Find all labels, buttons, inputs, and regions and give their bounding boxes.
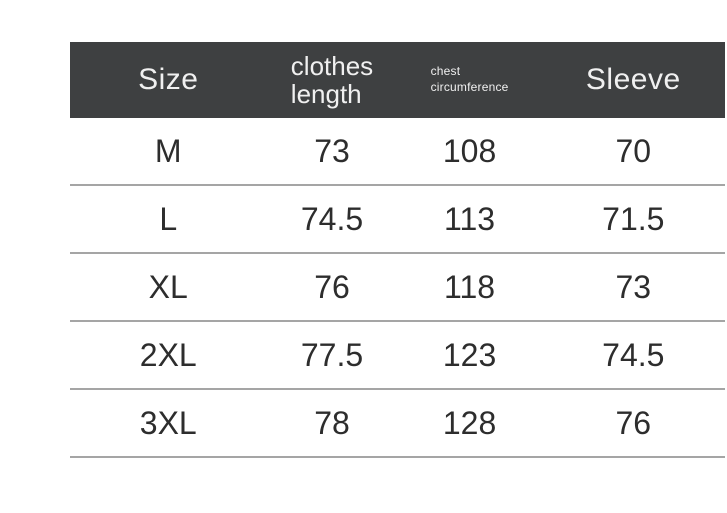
- cell-clothes-length: 77.5: [300, 336, 364, 373]
- table-row-2xl: 2XL 77.5 123 74.5: [70, 322, 725, 390]
- header-clothes-length-line2: length: [290, 79, 362, 109]
- table-row-m: M 73 108 70: [70, 118, 725, 186]
- cell-clothes-length: 74.5: [300, 200, 364, 237]
- row-label: 2XL: [139, 336, 197, 373]
- cell-clothes-length: 78: [314, 404, 350, 441]
- row-label: XL: [148, 268, 188, 305]
- header-clothes-length: clothes length: [291, 52, 373, 108]
- row-label: M: [154, 132, 182, 169]
- header-chest-circumference: chest circumference: [431, 64, 509, 95]
- header-size: Size: [138, 63, 199, 96]
- cell-clothes-length: 76: [314, 268, 350, 305]
- cell-chest-circumference: 118: [444, 268, 496, 305]
- header-chest-circumference-line1: chest: [430, 64, 461, 79]
- size-chart-table: Size clothes length chest circumference …: [70, 42, 725, 458]
- header-clothes-length-line1: clothes: [290, 50, 374, 81]
- cell-sleeve: 71.5: [602, 200, 665, 237]
- header-chest-circumference-line2: circumference: [430, 80, 509, 94]
- table-row-3xl: 3XL 78 128 76: [70, 390, 725, 458]
- cell-chest-circumference: 113: [444, 200, 496, 237]
- header-sleeve: Sleeve: [585, 63, 681, 96]
- cell-sleeve: 74.5: [602, 336, 665, 373]
- cell-chest-circumference: 128: [442, 404, 497, 441]
- cell-sleeve: 73: [615, 268, 652, 305]
- size-chart-header-row: Size clothes length chest circumference …: [70, 42, 725, 118]
- row-label: L: [159, 200, 178, 237]
- row-label: 3XL: [139, 404, 197, 441]
- table-row-l: L 74.5 113 71.5: [70, 186, 725, 254]
- cell-chest-circumference: 123: [442, 336, 497, 373]
- cell-sleeve: 76: [615, 404, 652, 441]
- cell-sleeve: 70: [615, 132, 652, 169]
- cell-chest-circumference: 108: [442, 132, 497, 169]
- cell-clothes-length: 73: [314, 132, 350, 169]
- table-row-xl: XL 76 118 73: [70, 254, 725, 322]
